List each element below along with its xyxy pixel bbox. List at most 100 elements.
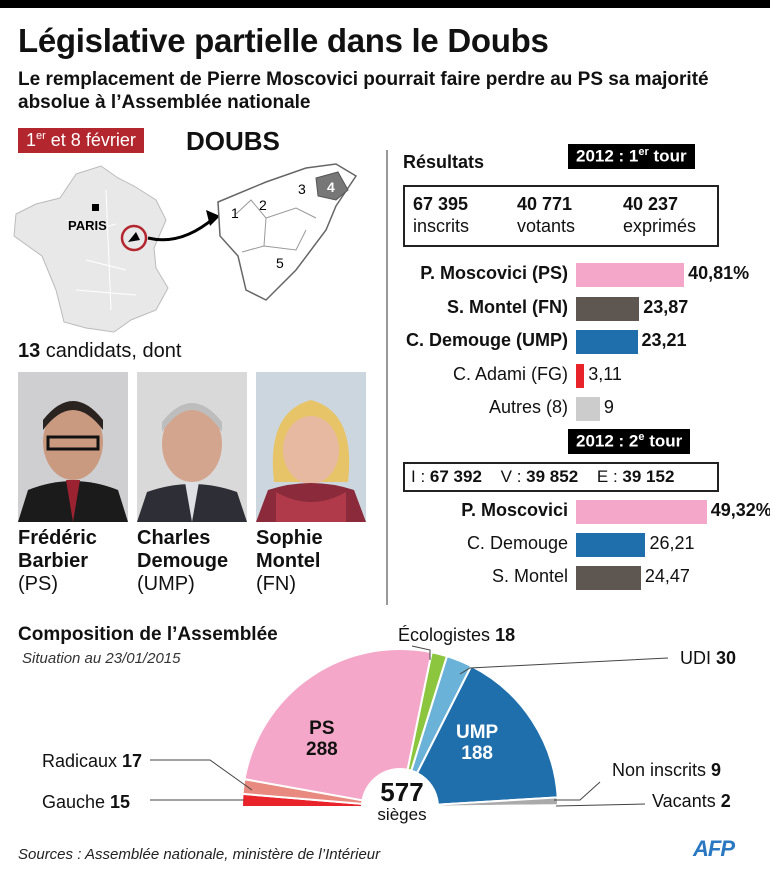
- eco-name: Écologistes: [398, 625, 496, 645]
- france-map: [13, 165, 169, 333]
- candidate-last-name: Barbier: [18, 550, 89, 572]
- stat-e-value: 39 152: [622, 467, 675, 486]
- bar-category-label: Autres (8): [488, 397, 568, 417]
- doubs-locator: [120, 224, 148, 252]
- top-rule: [0, 0, 770, 8]
- ump-value: 188: [461, 743, 493, 764]
- photo-montel: [256, 372, 366, 522]
- candidate-first-name: Charles: [137, 527, 211, 549]
- leader-line: [554, 781, 601, 801]
- radicaux-name: Radicaux: [42, 751, 123, 771]
- bar-value-label: 26,21: [649, 533, 695, 553]
- bar-value-label: 24,47: [644, 566, 690, 586]
- bar-value-label: 9: [603, 397, 614, 417]
- stat-i-value: 67 392: [429, 467, 482, 486]
- ump-seat-label: UMP 188: [456, 722, 498, 764]
- candidate-party: (PS): [18, 573, 58, 595]
- bar-value-label: 23,21: [641, 330, 687, 350]
- district-label-4: 4: [327, 179, 335, 195]
- stat-value: 40 237: [623, 194, 679, 214]
- total-seats: 577 sièges: [372, 778, 432, 824]
- bar-value-label: 40,81%: [688, 263, 750, 283]
- vacants-label: Vacants 2: [652, 791, 731, 812]
- round2-sup: e: [638, 431, 645, 443]
- sources-text: Sources : Assemblée nationale, ministère…: [18, 846, 381, 863]
- date-day: 1: [26, 130, 37, 150]
- results-label: Résultats: [403, 152, 485, 172]
- bar-value-label: 49,32%: [710, 500, 770, 520]
- candidate-party: (FN): [256, 573, 296, 595]
- udi-name: UDI: [680, 648, 716, 668]
- stat-value: 67 395: [413, 194, 469, 214]
- stat-label: inscrits: [413, 216, 470, 236]
- paris-label: PARIS: [68, 218, 107, 233]
- date-sup: er: [36, 130, 46, 142]
- assembly-hemicycle: [150, 645, 669, 808]
- composition-title: Composition de l’Assemblée: [18, 624, 278, 645]
- round2-label: 2012 : 2e tour: [568, 429, 691, 454]
- district-label-2: 2: [259, 197, 267, 213]
- eco-value: 18: [495, 625, 516, 645]
- candidate-first-name: Sophie: [256, 527, 323, 549]
- department-label: DOUBS: [186, 126, 280, 156]
- total-value: 577: [380, 777, 424, 807]
- page-title: Législative partielle dans le Doubs: [18, 22, 549, 59]
- candidates-count: 13: [18, 340, 41, 362]
- stat-label: exprimés: [623, 216, 697, 236]
- round1-main: 2012 : 1: [576, 146, 639, 166]
- composition-subtitle: Situation au 23/01/2015: [22, 650, 181, 667]
- photo-demouge: [137, 372, 247, 522]
- bar: [576, 296, 640, 321]
- candidate-montel: Sophie Montel (FN): [256, 527, 323, 596]
- district-label-1: 1: [231, 205, 239, 221]
- bar-category-label: C. Demouge: [466, 533, 568, 553]
- stat-inscrits: 67 395 inscrits: [413, 193, 469, 237]
- bar: [576, 500, 707, 524]
- ni-label: Non inscrits 9: [612, 760, 721, 781]
- round1-stats: 67 395 inscrits 40 771 votants 40 237 expri…: [403, 185, 719, 247]
- leader-line: [555, 803, 646, 807]
- udi-label: UDI 30: [680, 648, 736, 669]
- bar-category-label: S. Montel (FN): [447, 296, 568, 317]
- udi-value: 30: [716, 648, 737, 668]
- photo-barbier: [18, 372, 128, 522]
- candidate-party: (UMP): [137, 573, 195, 595]
- district-label-5: 5: [276, 255, 284, 271]
- doubs-outline: [217, 163, 358, 301]
- bar-value-label: 23,87: [643, 296, 689, 317]
- round2-tail: tour: [644, 431, 683, 451]
- radicaux-value: 17: [122, 751, 143, 771]
- stat-value: 40 771: [517, 194, 573, 214]
- date-rest: et 8 février: [45, 130, 136, 150]
- vacants-value: 2: [720, 791, 731, 811]
- candidate-barbier: Frédéric Barbier (PS): [18, 527, 97, 596]
- afp-logo: AFP: [693, 836, 735, 861]
- round1-sup: er: [638, 146, 649, 158]
- ni-name: Non inscrits: [612, 760, 712, 780]
- stat-votants: 40 771 votants: [517, 193, 575, 237]
- bar: [576, 397, 600, 421]
- candidates-text: candidats, dont: [40, 340, 182, 362]
- candidate-last-name: Montel: [256, 550, 321, 572]
- ps-name: PS: [309, 718, 335, 739]
- round1-tail: tour: [648, 146, 687, 166]
- seat-slice: [436, 804, 560, 808]
- round2-stats: I : 67 392 V : 39 852 E : 39 152: [403, 462, 719, 492]
- seat-slice: [243, 648, 433, 802]
- stat-e-label: E :: [596, 467, 623, 486]
- vacants-name: Vacants: [652, 791, 721, 811]
- bar: [576, 566, 641, 590]
- round1-label: 2012 : 1er tour: [568, 144, 695, 169]
- bar: [576, 263, 685, 287]
- leader-line: [150, 759, 253, 791]
- column-divider: [386, 150, 388, 605]
- stat-v-value: 39 852: [526, 467, 579, 486]
- district-label-3: 3: [298, 181, 306, 197]
- radicaux-label: Radicaux 17: [42, 751, 142, 772]
- eco-label: Écologistes 18: [398, 625, 515, 646]
- date-badge: 1er et 8 février: [18, 128, 144, 153]
- arrow-icon: [147, 216, 215, 242]
- candidate-first-name: Frédéric: [18, 527, 97, 549]
- leader-line: [459, 657, 669, 675]
- district-4: [315, 171, 349, 201]
